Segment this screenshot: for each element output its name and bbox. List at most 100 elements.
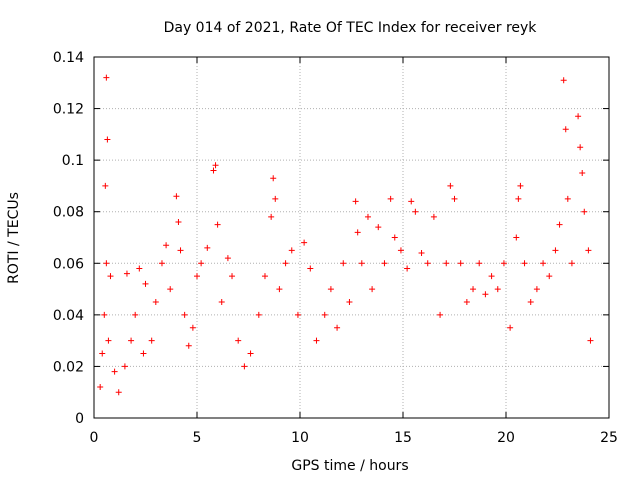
data-point bbox=[163, 242, 170, 249]
data-point bbox=[381, 260, 388, 267]
data-point bbox=[276, 286, 283, 293]
data-point bbox=[140, 350, 147, 357]
y-tick-label: 0.12 bbox=[53, 102, 84, 118]
data-point bbox=[562, 126, 569, 133]
data-point bbox=[587, 337, 594, 344]
data-point bbox=[177, 247, 184, 254]
data-point bbox=[255, 311, 262, 318]
data-point bbox=[346, 298, 353, 305]
data-point bbox=[148, 337, 155, 344]
data-point bbox=[268, 213, 275, 220]
data-point bbox=[175, 219, 182, 226]
y-tick-label: 0 bbox=[75, 411, 84, 427]
data-point bbox=[437, 311, 444, 318]
data-point bbox=[340, 260, 347, 267]
data-point bbox=[158, 260, 165, 267]
data-point bbox=[103, 74, 110, 81]
x-tick-label: 15 bbox=[394, 430, 412, 446]
data-point bbox=[443, 260, 450, 267]
data-point bbox=[575, 113, 582, 120]
y-tick-label: 0.1 bbox=[62, 153, 84, 169]
data-point bbox=[556, 221, 563, 228]
data-point bbox=[301, 239, 308, 246]
data-point bbox=[115, 389, 122, 396]
data-point bbox=[136, 265, 143, 272]
data-point bbox=[494, 286, 501, 293]
data-point bbox=[560, 77, 567, 84]
data-point bbox=[102, 182, 109, 189]
data-point bbox=[513, 234, 520, 241]
data-point bbox=[313, 337, 320, 344]
x-tick-label: 10 bbox=[291, 430, 309, 446]
data-point bbox=[507, 324, 514, 331]
data-point bbox=[173, 193, 180, 200]
data-point bbox=[167, 286, 174, 293]
data-point bbox=[334, 324, 341, 331]
data-point bbox=[235, 337, 242, 344]
data-point bbox=[552, 247, 559, 254]
x-tick-label: 0 bbox=[90, 430, 99, 446]
data-point bbox=[261, 273, 268, 280]
data-point bbox=[375, 224, 382, 231]
data-point bbox=[424, 260, 431, 267]
data-point bbox=[123, 270, 130, 277]
y-tick-label: 0.14 bbox=[53, 50, 84, 66]
data-point bbox=[482, 291, 489, 298]
data-point bbox=[397, 247, 404, 254]
data-point bbox=[517, 182, 524, 189]
data-point bbox=[224, 255, 231, 262]
data-point bbox=[369, 286, 376, 293]
data-point bbox=[294, 311, 301, 318]
x-tick-label: 25 bbox=[600, 430, 618, 446]
data-point bbox=[579, 170, 586, 177]
data-point bbox=[533, 286, 540, 293]
data-point bbox=[107, 273, 114, 280]
data-point bbox=[354, 229, 361, 236]
data-point bbox=[132, 311, 139, 318]
data-point bbox=[391, 234, 398, 241]
data-point bbox=[500, 260, 507, 267]
x-axis-label: GPS time / hours bbox=[291, 458, 408, 474]
data-point bbox=[218, 298, 225, 305]
x-tick-label: 20 bbox=[497, 430, 515, 446]
data-points bbox=[97, 74, 594, 396]
data-point bbox=[99, 350, 106, 357]
data-point bbox=[387, 195, 394, 202]
data-point bbox=[104, 136, 111, 143]
data-point bbox=[185, 342, 192, 349]
y-axis-label: ROTI / TECUs bbox=[6, 192, 22, 284]
data-point bbox=[210, 167, 217, 174]
data-point bbox=[585, 247, 592, 254]
data-point bbox=[352, 198, 359, 205]
data-point bbox=[229, 273, 236, 280]
y-tick-label: 0.04 bbox=[53, 308, 84, 324]
data-point bbox=[358, 260, 365, 267]
data-point bbox=[581, 208, 588, 215]
data-point bbox=[270, 175, 277, 182]
data-point bbox=[404, 265, 411, 272]
data-point bbox=[128, 337, 135, 344]
data-point bbox=[103, 260, 110, 267]
axis-ticks: 0 5 10 15 20 25 0 0.02 0.04 0.06 0.08 0.1 0.12 0.14 bbox=[53, 50, 618, 446]
data-point bbox=[247, 350, 254, 357]
y-tick-label: 0.02 bbox=[53, 359, 84, 375]
data-point bbox=[568, 260, 575, 267]
data-point bbox=[430, 213, 437, 220]
data-point bbox=[111, 368, 118, 375]
data-point bbox=[198, 260, 205, 267]
data-point bbox=[327, 286, 334, 293]
data-point bbox=[241, 363, 248, 370]
data-point bbox=[189, 324, 196, 331]
data-point bbox=[181, 311, 188, 318]
data-point bbox=[121, 363, 128, 370]
y-tick-label: 0.08 bbox=[53, 205, 84, 221]
data-point bbox=[272, 195, 279, 202]
data-point bbox=[101, 311, 108, 318]
data-point bbox=[412, 208, 419, 215]
plot-frame bbox=[93, 56, 610, 419]
data-point bbox=[488, 273, 495, 280]
data-point bbox=[307, 265, 314, 272]
data-point bbox=[408, 198, 415, 205]
data-point bbox=[418, 249, 425, 256]
